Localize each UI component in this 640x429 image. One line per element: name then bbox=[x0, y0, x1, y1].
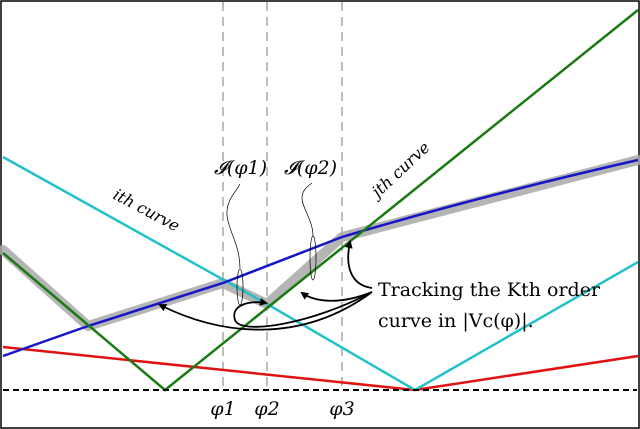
arrow-to-blue-segment bbox=[158, 291, 373, 331]
jth-curve-label: jth curve bbox=[366, 138, 434, 203]
interval-loop-phi1 bbox=[226, 183, 244, 306]
arrow-to-phi3-point bbox=[344, 240, 373, 289]
interval-label-phi2: 𝓘(φ2) bbox=[284, 157, 337, 179]
ith-curve-line bbox=[2, 155, 639, 392]
blue-curve bbox=[2, 158, 639, 358]
phi-tick-label-1: φ1 bbox=[210, 398, 235, 420]
ith-curve-label: ith curve bbox=[110, 185, 183, 236]
annotation-line-2: curve in |Vc(φ)|. bbox=[378, 310, 534, 332]
phi-tick-label-2: φ2 bbox=[254, 398, 279, 420]
phi-tick-label-3: φ3 bbox=[329, 398, 354, 420]
annotation-line-1: Tracking the Kth order bbox=[378, 279, 601, 301]
arrow-to-green-segment bbox=[300, 291, 373, 302]
red-curve bbox=[2, 345, 639, 392]
interval-label-phi1: 𝓘(φ1) bbox=[214, 157, 267, 179]
arrow-to-phi2-point bbox=[233, 291, 373, 328]
tracked-kth-curve-highlight bbox=[0, 155, 640, 331]
jth-curve-line bbox=[2, 9, 639, 392]
interval-loop-phi2 bbox=[301, 182, 317, 281]
